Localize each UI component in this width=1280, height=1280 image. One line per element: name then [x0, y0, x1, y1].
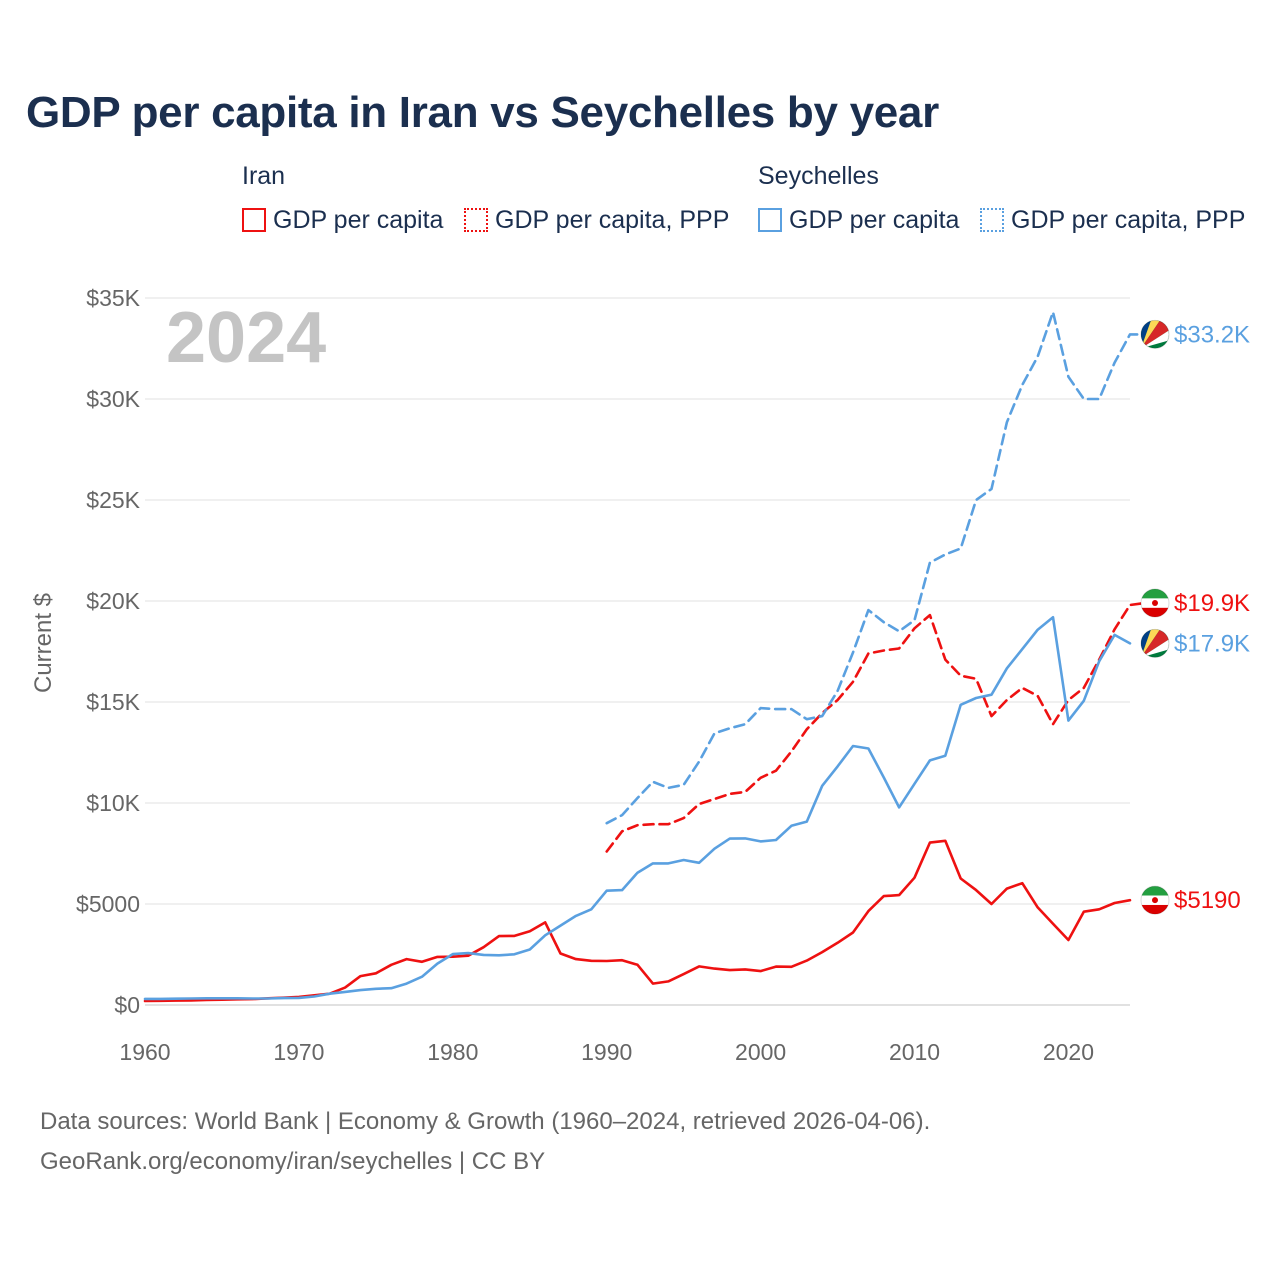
- year-watermark: 2024: [166, 298, 326, 378]
- y-tick-label: $5000: [76, 891, 140, 917]
- credit-note[interactable]: GeoRank.org/economy/iran/seychelles | CC…: [40, 1148, 546, 1175]
- legend-seychelles-gdp-swatch: [758, 208, 782, 232]
- data-source-note: Data sources: World Bank | Economy & Gro…: [40, 1108, 931, 1135]
- y-tick-label: $30K: [86, 386, 140, 412]
- end-value-label: $19.9K: [1174, 590, 1250, 617]
- series-lines: [143, 310, 1147, 1003]
- series-line-seychelles-ppp[interactable]: [605, 310, 1147, 825]
- end-value-label: $17.9K: [1174, 630, 1250, 657]
- series-line-seychelles-gdp[interactable]: [143, 615, 1132, 1001]
- x-tick-label: 1990: [581, 1039, 632, 1065]
- x-tick-label: 1960: [119, 1039, 170, 1065]
- x-tick-label: 1980: [427, 1039, 478, 1065]
- x-axis: 1960 1970 1980 1990 2000 2010 2020: [119, 1039, 1094, 1065]
- end-labels: $5190 $19.9K $17.9K $33.2K: [1140, 319, 1250, 915]
- legend-iran-gdp-swatch: [242, 208, 266, 232]
- end-value-label: $33.2K: [1174, 321, 1250, 348]
- y-tick-label: $25K: [86, 487, 140, 513]
- flag-icon-seychelles: [1140, 628, 1170, 658]
- legend-iran-ppp-swatch: [464, 208, 488, 232]
- chart-title: GDP per capita in Iran vs Seychelles by …: [26, 88, 939, 137]
- legend-iran-ppp[interactable]: GDP per capita, PPP: [464, 204, 729, 236]
- series-line-iran-gdp[interactable]: [143, 839, 1132, 1003]
- legend-iran-gdp[interactable]: GDP per capita: [242, 204, 443, 236]
- y-axis-label: Current $: [30, 593, 57, 693]
- flag-icon-seychelles: [1140, 319, 1170, 349]
- gridlines: [145, 297, 1130, 1006]
- flag-icon-iran: [1140, 885, 1170, 915]
- legend-iran-gdp-label: GDP per capita: [273, 205, 444, 234]
- x-tick-label: 2020: [1043, 1039, 1094, 1065]
- x-tick-label: 1970: [273, 1039, 324, 1065]
- legend-seychelles-ppp-swatch: [980, 208, 1004, 232]
- y-tick-label: $20K: [86, 588, 140, 614]
- legend-seychelles-ppp[interactable]: GDP per capita, PPP: [980, 204, 1245, 236]
- end-value-label: $5190: [1174, 887, 1241, 914]
- x-tick-label: 2010: [889, 1039, 940, 1065]
- y-axis: $0 $5000 $10K $15K $20K $25K $30K $35K: [76, 285, 141, 1018]
- legend-iran-ppp-label: GDP per capita, PPP: [495, 205, 730, 234]
- legend-seychelles-title: Seychelles: [758, 162, 879, 190]
- y-tick-label: $10K: [86, 790, 140, 816]
- y-tick-label: $15K: [86, 689, 140, 715]
- flag-icon-iran: [1140, 588, 1170, 618]
- legend-seychelles-ppp-label: GDP per capita, PPP: [1011, 205, 1246, 234]
- legend-seychelles-gdp[interactable]: GDP per capita: [758, 204, 959, 236]
- x-tick-label: 2000: [735, 1039, 786, 1065]
- y-tick-label: $35K: [86, 285, 140, 311]
- legend-iran-title: Iran: [242, 162, 286, 190]
- series-line-iran-ppp[interactable]: [605, 601, 1147, 853]
- y-tick-label: $0: [114, 992, 140, 1018]
- legend-seychelles-gdp-label: GDP per capita: [789, 205, 960, 234]
